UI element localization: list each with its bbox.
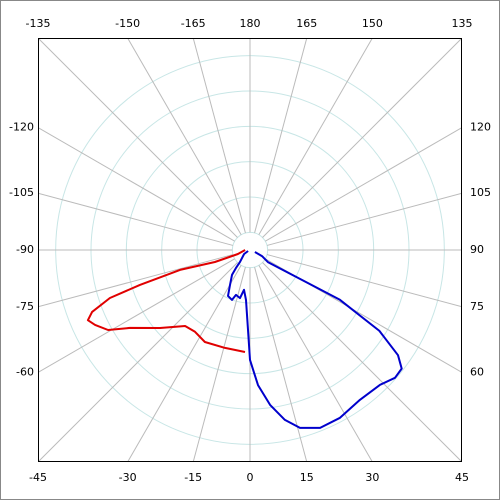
- grid-line: [265, 127, 462, 242]
- angle-tick-label: 165: [296, 17, 317, 30]
- angle-tick-label: 60: [470, 365, 484, 378]
- grid-line: [192, 38, 246, 234]
- angle-tick-label: -45: [29, 471, 47, 484]
- angle-tick-label: 150: [362, 17, 383, 30]
- angle-tick-label: 75: [470, 300, 484, 313]
- grid-line: [192, 266, 246, 462]
- grid-line: [38, 38, 238, 238]
- grid-line: [38, 192, 234, 246]
- grid-line: [266, 254, 462, 308]
- grid-line: [258, 265, 373, 462]
- angle-tick-label: -165: [181, 17, 206, 30]
- plot-box: [38, 38, 462, 462]
- angle-tick-label: -105: [9, 186, 34, 199]
- curves: [86, 249, 403, 429]
- angle-tick-label: 15: [300, 471, 314, 484]
- grid-line: [254, 266, 308, 462]
- grid-line: [38, 127, 235, 242]
- angle-tick-label: 180: [240, 17, 261, 30]
- angle-tick-label: 135: [452, 17, 473, 30]
- angle-tick-label: -30: [119, 471, 137, 484]
- grid-line: [127, 265, 242, 462]
- grid-line: [258, 38, 373, 235]
- angle-tick-label: 30: [365, 471, 379, 484]
- grid-line: [262, 38, 462, 238]
- grid-line: [254, 38, 308, 234]
- grid-line: [38, 254, 234, 308]
- angle-tick-label: -60: [16, 365, 34, 378]
- grid-line: [262, 262, 462, 462]
- angle-tick-label: -90: [16, 243, 34, 256]
- angle-tick-label: -135: [26, 17, 51, 30]
- angle-tick-label: 90: [470, 243, 484, 256]
- series-line: [227, 250, 403, 429]
- grid-line: [127, 38, 242, 235]
- series-line: [86, 249, 246, 353]
- grid-line: [38, 258, 235, 373]
- angle-tick-label: 105: [470, 186, 491, 199]
- angle-tick-label: 0: [247, 471, 254, 484]
- angle-tick-label: -150: [115, 17, 140, 30]
- grid-line: [38, 262, 238, 462]
- angle-tick-label: -15: [184, 471, 202, 484]
- angle-tick-label: -120: [9, 121, 34, 134]
- grid-line: [266, 192, 462, 246]
- angle-tick-label: 45: [455, 471, 469, 484]
- grid: [38, 38, 462, 462]
- angle-tick-label: -75: [16, 300, 34, 313]
- angle-tick-label: 120: [470, 121, 491, 134]
